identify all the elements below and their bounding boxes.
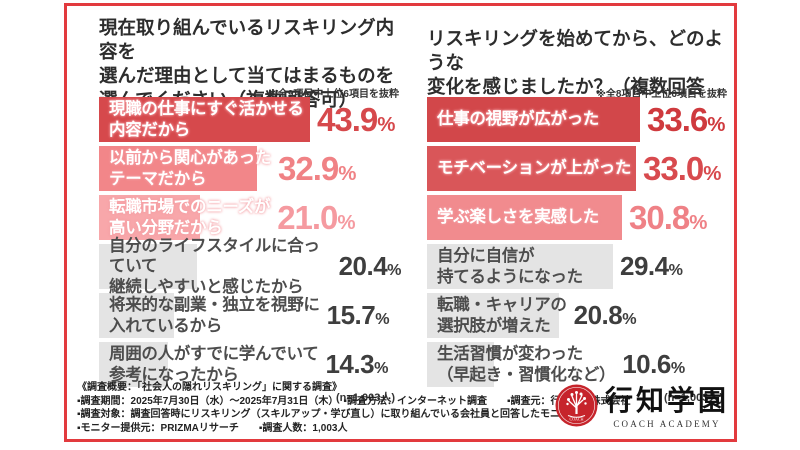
bar-row: 以前から関心があった テーマだから 32.9%: [99, 146, 401, 191]
bar-row: 転職市場でのニーズが 高い分野だから 21.0%: [99, 195, 401, 240]
bar-label: 自分のライフスタイルに合っていて 継続しやすいと感じたから: [109, 237, 320, 296]
bar-fill: [427, 244, 613, 289]
bar-value: 14.3%: [325, 349, 388, 379]
chart-right-note: ※全8項目中上位6項目を抜粋: [596, 89, 727, 100]
bar-value: 20.4%: [338, 251, 402, 281]
bar-value: 29.4%: [620, 251, 683, 281]
bar-row: モチベーションが上がった 33.0%: [427, 146, 729, 191]
bar-label: 仕事の視野が広がった: [437, 110, 600, 129]
bar-fill: [99, 195, 200, 240]
bar-row: 転職・キャリアの 選択肢が増えた 20.8%: [427, 293, 729, 338]
bar-row: 自分に自信が 持てるようになった 29.4%: [427, 244, 729, 289]
logo-name-jp: 行知学園: [604, 385, 729, 417]
bar-label: 将来的な副業・独立を視野に 入れているから: [109, 296, 320, 335]
bar-row: 自分のライフスタイルに合っていて 継続しやすいと感じたから 20.4%: [99, 237, 402, 296]
infographic-frame: 現在取り組んでいるリスキリング内容を 選んだ理由として当てはまるものを 選んでく…: [64, 3, 737, 442]
bar-fill: [427, 146, 636, 191]
bar-value: 30.8%: [629, 198, 707, 236]
bar-fill: [427, 342, 494, 387]
bar-row: 仕事の視野が広がった 33.6%: [427, 97, 729, 142]
bar-label: 以前から関心があった テーマだから: [109, 149, 272, 188]
bar-row: 学ぶ楽しさを実感した 30.8%: [427, 195, 729, 240]
title-line: 選んだ理由として当てはまるものを: [99, 65, 395, 87]
bar-fill: [427, 195, 622, 240]
bar-fill: [427, 97, 640, 142]
bar-label: 学ぶ楽しさを実感した: [437, 208, 600, 227]
bar-fill: [99, 244, 197, 289]
bar-fill: [427, 293, 559, 338]
bar-value: 43.9%: [317, 100, 395, 138]
bar-fill: [99, 293, 174, 338]
chart-right-n-label: (n=1,003人): [664, 392, 723, 404]
chart-right-title: リスキリングを始めてから、どのような 変化を感じましたか？（複数回答可）: [427, 27, 729, 123]
chart-left-note: ※全9項目中上位6項目を抜粋: [268, 89, 399, 100]
survey-outline-line: ▪モニター提供元：PRIZMAリサーチ ▪調査人数：1,003人: [77, 422, 348, 434]
chart-left-n-label: (n=1,003人): [336, 392, 395, 404]
survey-outline: 《調査概要：「社会人の隠れリスキリング」に関する調査》 ▪調査期間：2025年7…: [77, 381, 631, 435]
title-line: リスキリングを始めてから、どのような: [427, 28, 724, 74]
survey-outline-line: ▪調査対象：調査回答時にリスキリング（スキルアップ・学び直し）に取り組んでいる会…: [77, 409, 581, 421]
bar-value: 33.0%: [643, 149, 721, 187]
bar-label: 現職の仕事にすぐ活かせる 内容だから: [109, 100, 304, 139]
bar-value: 33.6%: [647, 100, 725, 138]
bar-value: 21.0%: [277, 198, 355, 236]
chart-right: リスキリングを始めてから、どのような 変化を感じましたか？（複数回答可） ※全8…: [427, 16, 729, 404]
bar-label: 自分に自信が 持てるようになった: [437, 247, 583, 286]
chart-left: 現在取り組んでいるリスキリング内容を 選んだ理由として当てはまるものを 選んでく…: [99, 16, 401, 404]
bar-label: 転職・キャリアの 選択肢が増えた: [437, 296, 567, 335]
bar-row: 現職の仕事にすぐ活かせる 内容だから 43.9%: [99, 97, 401, 142]
bar-value: 20.8%: [573, 300, 637, 330]
survey-outline-line: 《調査概要：「社会人の隠れリスキリング」に関する調査》: [77, 382, 342, 394]
bar-row: 将来的な副業・独立を視野に 入れているから 15.7%: [99, 293, 401, 338]
chart-left-bars: 現職の仕事にすぐ活かせる 内容だから 43.9% 以前から関心があった テーマだから…: [99, 97, 401, 391]
tree-seal-icon: COACH: [555, 384, 598, 432]
bar-label: 生活習慣が変わった （早起き・習慣化など）: [437, 345, 616, 384]
bar-row: 生活習慣が変わった （早起き・習慣化など） 10.6%: [427, 342, 729, 387]
bar-value: 10.6%: [622, 349, 685, 379]
bar-label: 転職市場でのニーズが 高い分野だから: [109, 198, 271, 237]
bar-fill: [99, 146, 257, 191]
bar-value: 32.9%: [278, 149, 356, 187]
company-logo: COACH 行知学園 COACH ACADEMY: [555, 384, 729, 432]
bar-label: 周囲の人がすでに学んでいて 参考になったから: [109, 345, 319, 384]
bar-fill: [99, 342, 168, 387]
survey-outline-line: ▪調査期間：2025年7月30日（水）〜2025年7月31日（木） ▪調査方法：…: [77, 395, 631, 407]
svg-text:COACH: COACH: [569, 417, 583, 422]
logo-name-en: COACH ACADEMY: [613, 418, 721, 429]
bar-fill: [99, 97, 310, 142]
chart-right-bars: 仕事の視野が広がった 33.6% モチベーションが上がった 33.0% 学ぶ楽しさを実感…: [427, 97, 729, 391]
bar-row: 周囲の人がすでに学んでいて 参考になったから 14.3%: [99, 342, 401, 387]
bar-value: 15.7%: [326, 300, 390, 330]
title-line: 現在取り組んでいるリスキリング内容を: [99, 17, 395, 63]
logo-text: 行知学園 COACH ACADEMY: [604, 385, 729, 429]
bar-label: モチベーションが上がった: [437, 159, 632, 178]
